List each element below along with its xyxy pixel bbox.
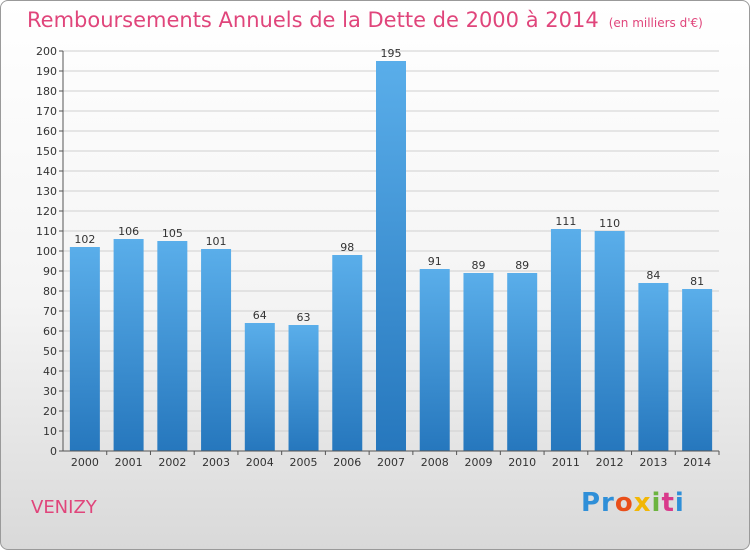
y-tick-label: 200 (36, 45, 57, 58)
data-label: 89 (515, 259, 529, 272)
x-tick-label: 2012 (596, 456, 624, 469)
y-tick-label: 90 (43, 265, 57, 278)
x-tick-label: 2008 (421, 456, 449, 469)
x-tick-label: 2001 (115, 456, 143, 469)
x-tick-label: 2003 (202, 456, 230, 469)
y-tick-label: 160 (36, 125, 57, 138)
data-label: 195 (381, 47, 402, 60)
y-tick-label: 120 (36, 205, 57, 218)
x-tick-label: 2006 (333, 456, 361, 469)
logo-part: x (633, 488, 652, 518)
y-tick-label: 30 (43, 385, 57, 398)
y-tick-label: 20 (43, 405, 57, 418)
bar (376, 61, 406, 451)
axes (62, 51, 719, 452)
y-tick-label: 80 (43, 285, 57, 298)
y-tick-label: 150 (36, 145, 57, 158)
y-tick-label: 180 (36, 85, 57, 98)
data-label: 84 (646, 269, 660, 282)
y-tick-label: 140 (36, 165, 57, 178)
x-tick-label: 2009 (464, 456, 492, 469)
x-tick-label: 2014 (683, 456, 711, 469)
chart-title: Remboursements Annuels de la Dette de 20… (27, 8, 703, 32)
logo-part: t (661, 488, 675, 518)
logo-part: i (651, 488, 662, 518)
bar (157, 241, 188, 451)
y-tick-label: 190 (36, 65, 57, 78)
y-axis-ticks: 0 10 20 30 40 50 60 70 80 90 100 110 120 130 140 150 160… (36, 45, 63, 458)
data-label: 102 (74, 233, 95, 246)
bar (201, 249, 232, 451)
data-label: 91 (428, 255, 442, 268)
bar (507, 273, 538, 451)
bar (69, 247, 100, 451)
y-tick-label: 130 (36, 185, 57, 198)
data-label: 106 (118, 225, 139, 238)
bar (638, 283, 669, 451)
bar (288, 325, 319, 451)
data-label: 101 (206, 235, 227, 248)
x-tick-label: 2002 (158, 456, 186, 469)
x-tick-label: 2005 (290, 456, 318, 469)
data-label: 105 (162, 227, 183, 240)
x-axis-ticks: 2000 2001 2002 2003 2004 2005 2006 2007 2008 2009… (71, 451, 720, 469)
logo-part: Pr (581, 488, 615, 518)
data-label: 81 (690, 275, 704, 288)
x-tick-label: 2004 (246, 456, 274, 469)
data-label: 64 (253, 309, 267, 322)
bar (244, 323, 275, 451)
bar (682, 289, 713, 451)
y-tick-label: 70 (43, 305, 57, 318)
data-label: 63 (297, 311, 311, 324)
y-tick-label: 60 (43, 325, 57, 338)
y-tick-label: 110 (36, 225, 57, 238)
y-tick-label: 170 (36, 105, 57, 118)
y-tick-label: 50 (43, 345, 57, 358)
city-name: VENIZY (31, 497, 97, 518)
data-label: 89 (471, 259, 485, 272)
data-label: 110 (599, 217, 620, 230)
bar (419, 269, 450, 451)
y-tick-label: 100 (36, 245, 57, 258)
proxiti-logo: Proxiti (581, 488, 685, 518)
y-tick-label: 0 (50, 445, 57, 458)
bar (332, 255, 363, 451)
bar (463, 273, 494, 451)
bar (113, 239, 144, 451)
y-tick-label: 10 (43, 425, 57, 438)
x-tick-label: 2011 (552, 456, 580, 469)
x-tick-label: 2010 (508, 456, 536, 469)
bars: 102 106 105 101 64 63 98 195 91 89 89 111 110 84 81 (69, 47, 713, 451)
logo-part: i (674, 488, 685, 518)
chart-subtitle: (en milliers d'€) (608, 16, 703, 30)
bar (594, 231, 625, 451)
x-tick-label: 2007 (377, 456, 405, 469)
logo-part: o (614, 488, 634, 518)
x-tick-label: 2000 (71, 456, 99, 469)
data-label: 98 (340, 241, 354, 254)
bar (550, 229, 581, 451)
data-label: 111 (555, 215, 576, 228)
x-tick-label: 2013 (639, 456, 667, 469)
y-tick-label: 40 (43, 365, 57, 378)
